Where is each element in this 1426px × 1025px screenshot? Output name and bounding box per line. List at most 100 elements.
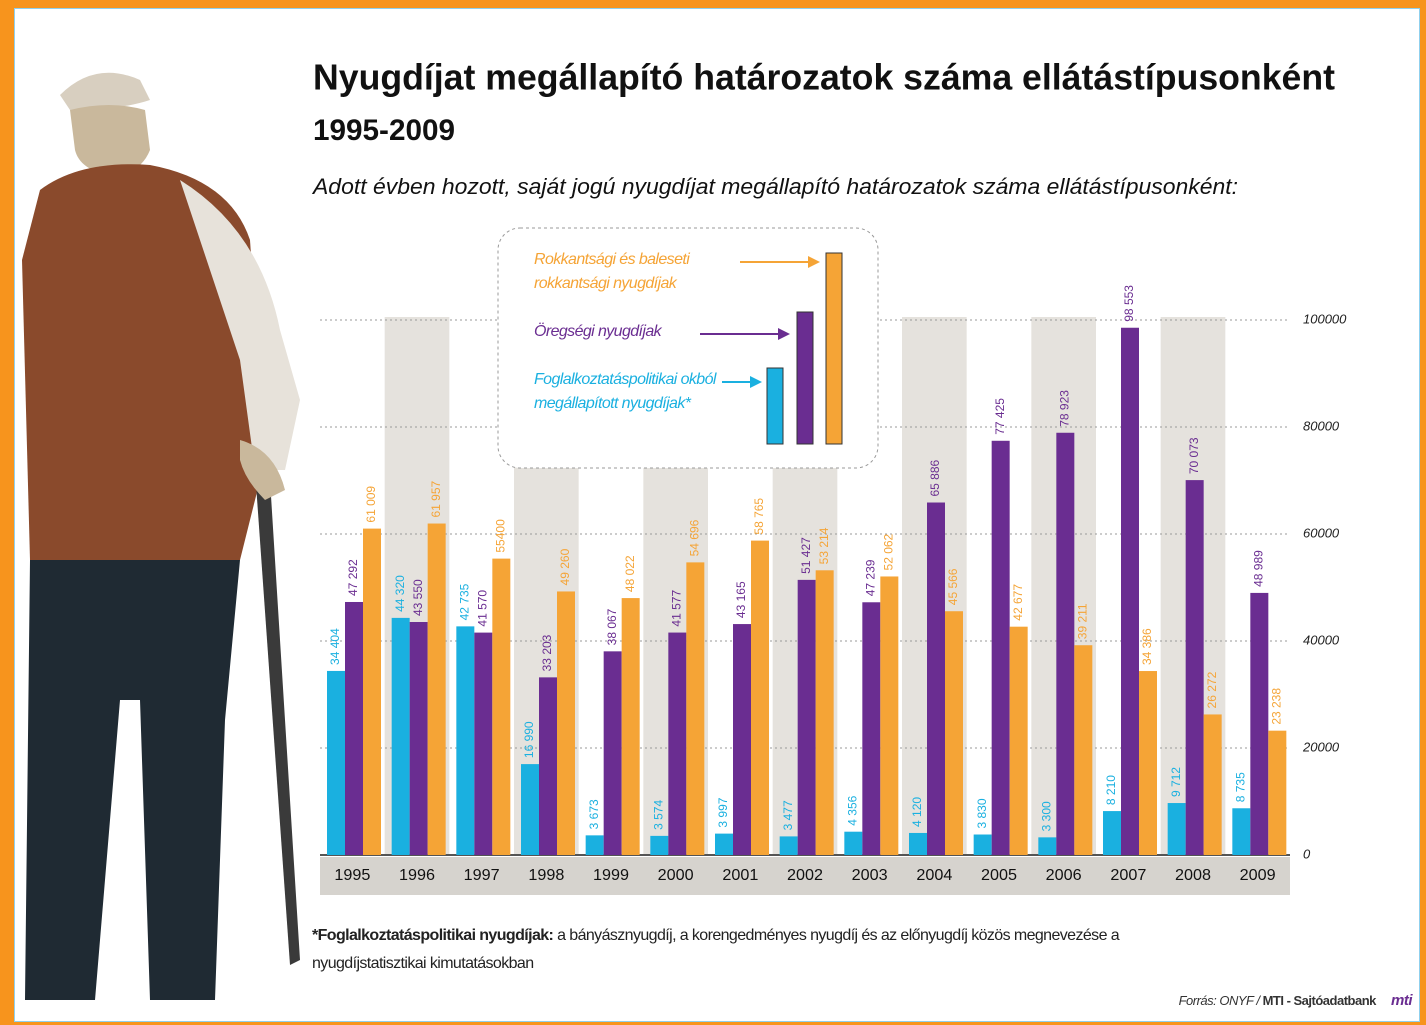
bar	[557, 591, 575, 855]
chart-description: Adott évben hozott, saját jogú nyugdíjat…	[311, 174, 1238, 199]
bar	[992, 441, 1010, 855]
x-tick-label: 1998	[528, 867, 564, 884]
value-label: 41 577	[670, 590, 684, 627]
y-tick-label: 0	[1303, 846, 1311, 861]
x-tick-label: 1999	[593, 867, 629, 884]
legend-swatch	[797, 312, 813, 444]
bar	[844, 832, 862, 855]
y-tick-label: 60000	[1303, 525, 1340, 540]
bar	[715, 834, 733, 855]
value-label: 34 404	[328, 628, 342, 665]
bar	[492, 559, 510, 855]
chart-subtitle: 1995-2009	[313, 114, 455, 147]
value-label: 8 210	[1104, 775, 1118, 805]
value-label: 3 673	[587, 799, 601, 829]
value-label: 4 356	[846, 795, 860, 825]
value-label: 41 570	[476, 590, 490, 627]
chart: Nyugdíjat megállapító határozatok száma …	[0, 0, 1426, 1025]
bar	[539, 677, 557, 855]
bar	[1074, 645, 1092, 855]
bar	[1010, 627, 1028, 855]
value-label: 16 990	[522, 721, 536, 758]
bar	[686, 562, 704, 855]
bar	[650, 836, 668, 855]
value-label: 33 203	[540, 634, 554, 671]
logo: mti	[1391, 992, 1412, 1009]
x-tick-label: 1997	[464, 867, 500, 884]
value-label: 38 067	[605, 608, 619, 645]
bar	[974, 835, 992, 855]
value-label: 8 735	[1234, 772, 1248, 802]
bar	[733, 624, 751, 855]
x-tick-label: 2003	[852, 867, 888, 884]
legend-swatch	[826, 253, 842, 444]
source-text: Forrás: ONYF /	[1179, 993, 1260, 1008]
value-label: 43 550	[411, 579, 425, 616]
value-label: 70 073	[1187, 437, 1201, 474]
value-label: 54 696	[688, 519, 702, 556]
value-label: 45 566	[946, 568, 960, 605]
source-agency: MTI - Sajtóadatbank	[1263, 993, 1376, 1008]
value-label: 48 989	[1252, 550, 1266, 587]
value-label: 51 427	[799, 537, 813, 574]
legend-label: Öregségi nyugdíjak	[534, 320, 704, 344]
x-tick-label: 2007	[1110, 867, 1146, 884]
bar	[622, 598, 640, 855]
bar	[1038, 837, 1056, 855]
legend-label: Foglalkoztatáspolitikai okból megállapít…	[534, 368, 724, 416]
x-tick-label: 2006	[1046, 867, 1082, 884]
bar	[604, 651, 622, 855]
bar	[327, 671, 345, 855]
value-label: 48 022	[623, 555, 637, 592]
source: Forrás: ONYF / MTI - Sajtóadatbank mti	[1179, 992, 1412, 1009]
x-tick-label: 1996	[399, 867, 435, 884]
bar	[456, 626, 474, 855]
bar	[1186, 480, 1204, 855]
value-label: 42 735	[458, 583, 472, 620]
value-label: 34 386	[1140, 628, 1154, 665]
legend-swatch	[767, 368, 783, 444]
bar	[945, 611, 963, 855]
bar	[1103, 811, 1121, 855]
footnote-term: *Foglalkoztatáspolitikai nyugdíjak:	[312, 927, 553, 944]
value-label: 61 957	[429, 481, 443, 518]
y-tick-label: 80000	[1303, 418, 1340, 433]
bar	[668, 633, 686, 855]
bar	[1250, 593, 1268, 855]
value-label: 23 238	[1270, 688, 1284, 725]
x-tick-label: 2005	[981, 867, 1017, 884]
value-label: 77 425	[993, 398, 1007, 435]
value-label: 49 260	[558, 548, 572, 585]
value-label: 55400	[494, 519, 508, 553]
x-tick-label: 2001	[722, 867, 758, 884]
bar	[521, 764, 539, 855]
x-tick-label: 2000	[658, 867, 694, 884]
bar	[474, 633, 492, 855]
value-label: 65 886	[928, 459, 942, 496]
bar	[1139, 671, 1157, 855]
chart-title: Nyugdíjat megállapító határozatok száma …	[313, 57, 1335, 98]
bar	[410, 622, 428, 855]
bar	[1121, 328, 1139, 855]
bar	[798, 580, 816, 855]
bar	[345, 602, 363, 855]
bar	[816, 570, 834, 855]
footnote: *Foglalkoztatáspolitikai nyugdíjak: a bá…	[312, 922, 1152, 978]
legend-label: Rokkantsági és baleseti rokkantsági nyug…	[534, 248, 724, 296]
value-label: 42 677	[1011, 584, 1025, 621]
value-label: 26 272	[1205, 671, 1219, 708]
value-label: 43 165	[734, 581, 748, 618]
x-tick-label: 2008	[1175, 867, 1211, 884]
bar	[392, 618, 410, 855]
value-label: 44 320	[393, 575, 407, 612]
y-tick-label: 40000	[1303, 632, 1340, 647]
bar	[1056, 433, 1074, 855]
value-label: 39 211	[1076, 603, 1090, 639]
x-tick-label: 2009	[1240, 867, 1276, 884]
page: {"chart_data": {"type": "bar", "title": …	[0, 0, 1426, 1025]
x-tick-label: 2004	[916, 867, 952, 884]
y-tick-label: 100000	[1303, 311, 1347, 326]
bar	[363, 529, 381, 855]
value-label: 3 574	[652, 800, 666, 830]
bar	[880, 576, 898, 855]
